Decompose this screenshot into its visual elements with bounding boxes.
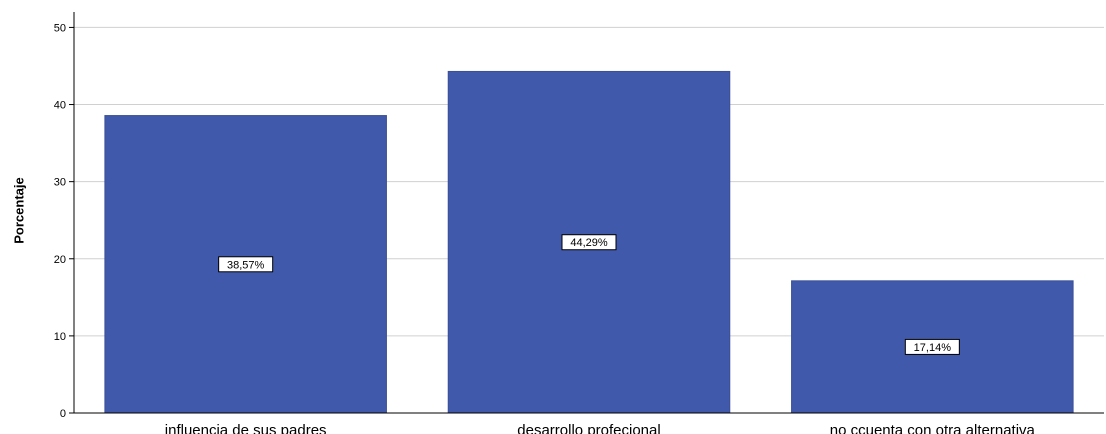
y-tick-label: 40: [54, 100, 66, 112]
x-tick-label: no ccuenta con otra alternativa: [830, 422, 1036, 434]
data-label: 44,29%: [570, 237, 608, 249]
x-ticks: influencia de sus padres desarrollo profe…: [165, 422, 1036, 434]
data-label: 17,14%: [914, 342, 952, 354]
data-labels: 38,57% 44,29% 17,14%: [218, 234, 960, 355]
data-label-box: [561, 234, 617, 251]
data-label-box: [904, 338, 960, 355]
bars: [104, 70, 1074, 414]
y-tick-label: 10: [54, 331, 66, 343]
x-tick-label: influencia de sus padres: [165, 422, 327, 434]
data-label-box: [218, 256, 274, 273]
y-tick-label: 0: [60, 408, 66, 420]
y-tick-label: 20: [54, 254, 66, 266]
axes: [73, 12, 1104, 414]
data-label: 38,57%: [227, 259, 265, 271]
y-ticks: 0 10 20 30 40 50: [54, 22, 74, 420]
y-tick-label: 30: [54, 177, 66, 189]
x-tick-label: desarrollo profecional: [517, 422, 660, 434]
y-tick-label: 50: [54, 22, 66, 34]
